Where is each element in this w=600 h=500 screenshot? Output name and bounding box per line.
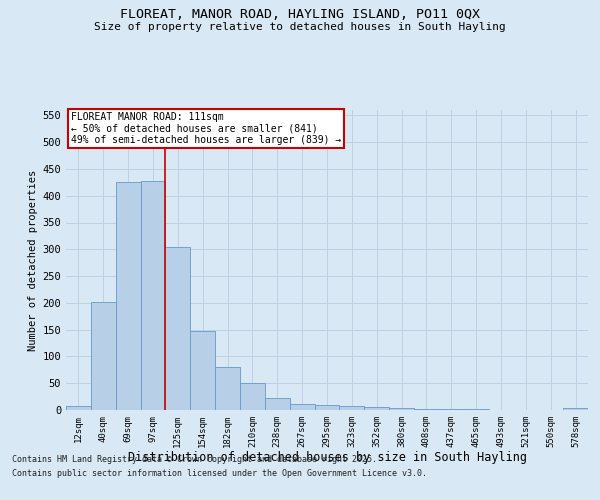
Text: FLOREAT, MANOR ROAD, HAYLING ISLAND, PO11 0QX: FLOREAT, MANOR ROAD, HAYLING ISLAND, PO1… [120, 8, 480, 20]
Bar [563, 408, 588, 410]
Bar [389, 408, 414, 410]
Bar [290, 404, 314, 410]
Text: Size of property relative to detached houses in South Hayling: Size of property relative to detached ho… [94, 22, 506, 32]
Bar [166, 247, 190, 410]
Bar [414, 409, 439, 410]
Bar [240, 383, 265, 410]
Bar [215, 366, 240, 410]
Text: FLOREAT MANOR ROAD: 111sqm
← 50% of detached houses are smaller (841)
49% of sem: FLOREAT MANOR ROAD: 111sqm ← 50% of deta… [71, 112, 341, 144]
Y-axis label: Number of detached properties: Number of detached properties [28, 170, 38, 350]
Bar [265, 398, 290, 410]
X-axis label: Distribution of detached houses by size in South Hayling: Distribution of detached houses by size … [128, 452, 527, 464]
Text: Contains HM Land Registry data © Crown copyright and database right 2025.: Contains HM Land Registry data © Crown c… [12, 456, 377, 464]
Bar [364, 408, 389, 410]
Bar [91, 302, 116, 410]
Text: Contains public sector information licensed under the Open Government Licence v3: Contains public sector information licen… [12, 469, 427, 478]
Bar [116, 182, 140, 410]
Bar [340, 406, 364, 410]
Bar [314, 404, 340, 410]
Bar [66, 406, 91, 410]
Bar [190, 331, 215, 410]
Bar [140, 181, 166, 410]
